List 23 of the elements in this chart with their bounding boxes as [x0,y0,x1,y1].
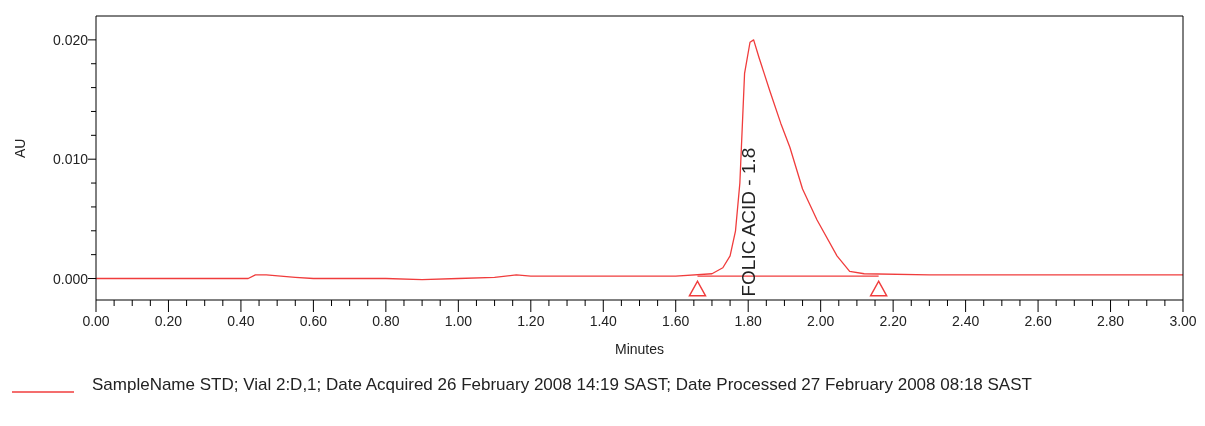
x-tick-label: 2.40 [951,313,980,329]
x-tick-label: 2.20 [879,313,907,329]
y-axis-title: AU [11,138,28,158]
x-tick-label: 2.80 [1096,313,1125,329]
x-tick-label: 1.40 [589,313,618,329]
x-tick-label: 2.60 [1024,313,1052,329]
x-tick-label: 1.80 [734,313,763,329]
x-axis-title: Minutes [614,341,665,357]
x-tick-label: 0.80 [372,313,400,329]
x-tick-label: 0.00 [82,313,110,329]
x-tick-label: 0.60 [299,313,328,329]
x-tick-label: 1.60 [662,313,690,329]
y-tick-label: 0.020 [52,31,89,48]
x-tick-label: 3.00 [1169,313,1197,329]
annotation: FOLIC ACID - 1.8 [738,147,760,297]
x-tick-label: 1.20 [517,313,545,329]
x-tick-label: 1.00 [444,313,473,329]
y-tick-label: 0.010 [52,151,89,168]
x-tick-label: 2.00 [807,313,835,329]
x-tick-label: 0.40 [227,313,255,329]
legend-label: SampleName STD; Vial 2:D,1; Date Acquired 26 February 2008 14:19 SAST; Date Processed 27 February 2008 08:18 SAST [91,374,1033,396]
x-tick-label: 0.20 [154,313,183,329]
y-tick-label: 0.000 [52,270,89,287]
